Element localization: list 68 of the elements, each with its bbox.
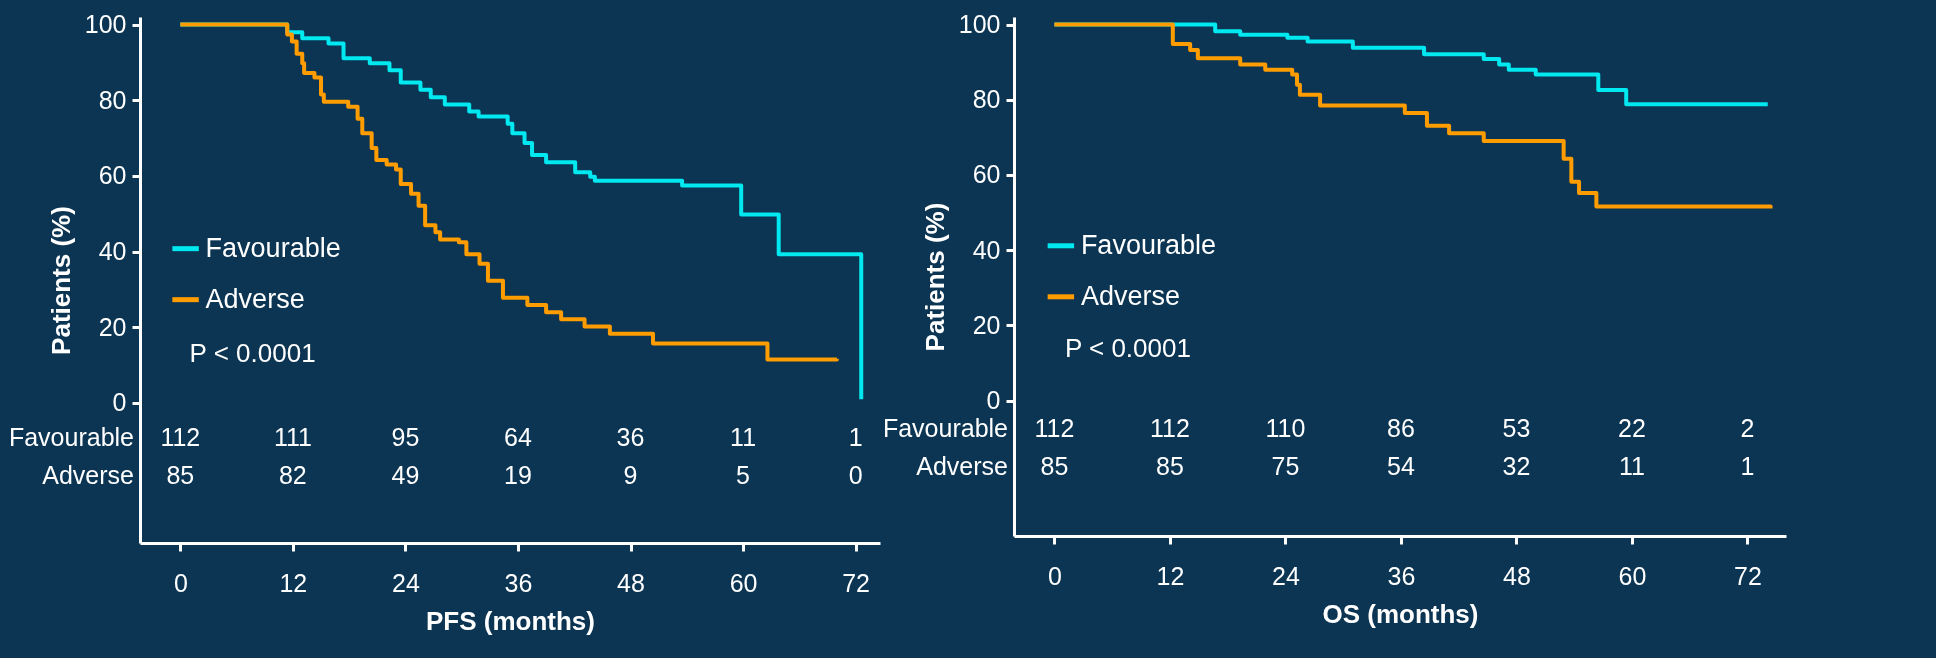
annotation: 11 (1619, 452, 1645, 481)
annotation: 49 (391, 460, 420, 489)
annotation: 0 (848, 460, 863, 489)
text: Adverse (916, 452, 1008, 481)
annotation: 2 (1740, 414, 1755, 443)
legend-label: Adverse (1080, 280, 1180, 311)
annotation: 53 (1502, 414, 1531, 443)
annotation: 112 (160, 422, 201, 451)
x-tick-label: 0 (1047, 561, 1062, 590)
y-axis-title: Patients (%) (919, 202, 950, 352)
x-tick-label: 0 (173, 568, 188, 597)
y-tick-label: 40 (972, 235, 1001, 264)
x-tick-label: 36 (1387, 561, 1416, 590)
x-tick-label: 48 (617, 568, 645, 597)
annotation: 82 (278, 460, 307, 489)
x-tick-label: 72 (842, 568, 871, 597)
y-tick-label: 0 (112, 388, 127, 417)
y-tick-label: 0 (986, 386, 1001, 415)
annotation: 95 (391, 422, 420, 451)
y-tick-label: 100 (84, 10, 127, 39)
x-tick-label: 72 (1734, 561, 1762, 590)
annotation: 110 (1265, 414, 1306, 443)
y-tick-label: 80 (98, 85, 127, 114)
y-tick-label: 60 (98, 161, 127, 190)
annotation: P < 0.0001 (1064, 333, 1191, 364)
annotation: 85 (166, 460, 195, 489)
x-tick-label: 60 (1618, 561, 1647, 590)
y-tick-label: 60 (972, 160, 1001, 189)
text: Favourable (8, 422, 134, 451)
x-tick-label: 12 (1156, 561, 1185, 590)
annotation: 36 (616, 422, 645, 451)
x-tick-label: 60 (729, 568, 758, 597)
annotation: 1 (848, 422, 863, 451)
annotation: 86 (1387, 414, 1415, 443)
text: Adverse (42, 460, 134, 489)
legend-label: Favourable (1080, 229, 1216, 260)
x-tick-label: 48 (1503, 561, 1531, 590)
annotation: 85 (1156, 452, 1184, 481)
annotation: 9 (623, 460, 638, 489)
x-tick-label: 12 (279, 568, 308, 597)
annotation: 75 (1271, 452, 1300, 481)
legend-label: Adverse (205, 283, 305, 314)
x-axis-title: OS (months) (1322, 598, 1479, 629)
annotation: 54 (1387, 452, 1415, 481)
x-tick-label: 24 (1272, 561, 1300, 590)
annotation: 19 (504, 460, 532, 489)
legend-label: Favourable (205, 232, 341, 263)
annotation: 5 (736, 460, 751, 489)
y-tick-label: 20 (972, 310, 1001, 339)
y-tick-label: 20 (98, 312, 127, 341)
annotation: 64 (504, 422, 532, 451)
y-tick-label: 40 (98, 237, 127, 266)
annotation: 112 (1034, 414, 1075, 443)
annotation: 11 (730, 422, 757, 451)
annotation: 1 (1740, 452, 1755, 481)
annotation: 111 (273, 422, 312, 451)
y-tick-label: 80 (972, 85, 1001, 114)
text: Favourable (882, 414, 1008, 443)
annotation: 22 (1618, 414, 1646, 443)
x-axis-title: PFS (months) (426, 605, 595, 636)
annotation: 112 (1150, 414, 1190, 443)
annotation: 32 (1502, 452, 1531, 481)
y-axis-title: Patients (%) (45, 206, 76, 355)
annotation: 85 (1040, 452, 1069, 481)
annotation: P < 0.0001 (189, 337, 316, 368)
y-tick-label: 100 (958, 10, 1001, 39)
x-tick-label: 24 (392, 568, 420, 597)
x-tick-label: 36 (504, 568, 533, 597)
